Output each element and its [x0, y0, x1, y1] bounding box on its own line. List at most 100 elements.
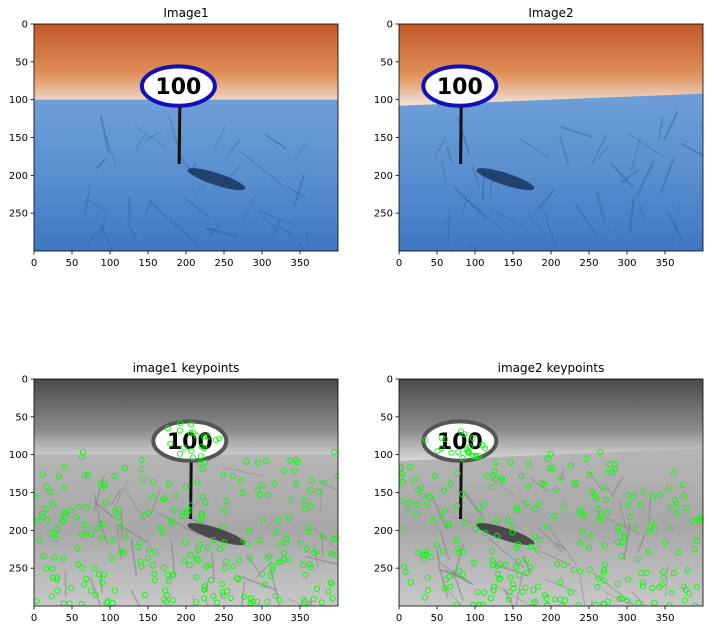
keypoint-marker [204, 433, 211, 440]
keypoint-marker [615, 528, 622, 535]
ground-streak [537, 526, 564, 553]
keypoint-marker [176, 450, 183, 457]
keypoint-marker [189, 454, 197, 461]
keypoint-marker [193, 599, 200, 606]
ground-streak [560, 126, 593, 138]
ground-streak [149, 200, 179, 230]
keypoint-marker [594, 583, 601, 591]
keypoint-marker [303, 545, 310, 553]
keypoint-marker [438, 434, 445, 441]
keypoint-marker [111, 508, 119, 515]
ground-streak [575, 204, 597, 235]
keypoint-marker [465, 449, 472, 456]
keypoint-marker [656, 491, 663, 498]
ground-streak [630, 137, 641, 171]
keypoint-marker [428, 554, 435, 561]
keypoint-marker [307, 564, 314, 571]
keypoint-marker [691, 546, 698, 553]
keypoint-marker [585, 544, 593, 551]
ground-streak [144, 131, 162, 141]
ground-streak [443, 568, 472, 585]
keypoint-marker [459, 454, 466, 461]
keypoint-marker [614, 580, 621, 587]
keypoint-marker [230, 472, 237, 479]
keypoint-marker [411, 476, 418, 483]
sign-text: 100 [167, 430, 213, 455]
keypoint-marker [186, 561, 193, 569]
ground-streak [168, 114, 180, 151]
keypoint-marker [476, 505, 483, 512]
y-tick-label: 150 [374, 133, 393, 144]
ground-streak [130, 589, 141, 606]
keypoint-marker [505, 516, 512, 524]
x-tick-label: 350 [655, 258, 674, 269]
ground-streak [471, 164, 481, 189]
keypoint-marker [423, 501, 430, 508]
keypoint-marker [306, 561, 313, 568]
keypoint-marker [187, 430, 194, 437]
ground-streak [144, 202, 152, 216]
keypoint-marker [693, 584, 700, 591]
keypoint-marker [445, 521, 453, 528]
speed-sign [421, 64, 499, 108]
keypoint-marker [97, 480, 104, 487]
keypoint-marker [94, 525, 101, 532]
keypoint-marker [587, 533, 594, 540]
keypoint-marker [165, 481, 173, 488]
keypoint-marker [640, 488, 647, 495]
keypoint-marker [634, 556, 641, 563]
keypoint-marker [68, 584, 75, 591]
keypoint-marker [581, 510, 588, 518]
keypoint-marker [60, 600, 67, 606]
keypoint-marker [220, 471, 227, 478]
keypoint-marker [311, 549, 318, 557]
keypoint-marker [183, 509, 190, 516]
ground-streak [170, 541, 176, 575]
keypoint-marker [448, 449, 455, 456]
keypoint-marker [507, 574, 514, 581]
ground-streak [157, 511, 200, 536]
y-tick-label: 50 [380, 57, 393, 68]
x-tick-label: 200 [176, 258, 195, 269]
keypoint-marker [179, 513, 186, 520]
keypoint-marker [602, 561, 609, 568]
keypoint-marker [264, 491, 271, 499]
keypoint-marker [187, 551, 194, 559]
keypoint-marker [423, 551, 430, 558]
keypoint-marker [494, 570, 501, 577]
keypoint-marker [223, 558, 230, 565]
keypoint-marker [281, 467, 288, 474]
ground-streak [204, 579, 210, 593]
ground-streak [86, 198, 106, 212]
keypoint-marker [188, 502, 195, 509]
y-tick-label: 0 [22, 20, 28, 31]
keypoint-marker [214, 599, 221, 606]
keypoint-marker [439, 548, 446, 555]
ground-streak [536, 189, 555, 210]
keypoint-marker [482, 529, 489, 537]
keypoint-marker [223, 498, 230, 505]
keypoint-marker [612, 466, 619, 473]
keypoint-marker [300, 562, 307, 569]
keypoint-marker [487, 595, 494, 602]
keypoint-marker [420, 492, 427, 499]
keypoint-marker [491, 468, 498, 475]
keypoint-marker [254, 598, 261, 605]
shadow-patch [187, 168, 246, 191]
keypoint-marker [510, 585, 517, 592]
keypoint-marker [237, 477, 244, 484]
ground-streak [89, 576, 102, 606]
keypoint-marker [100, 521, 107, 528]
keypoint-marker [462, 519, 469, 526]
ground-region [399, 93, 703, 251]
keypoint-marker [407, 463, 414, 470]
ground-streak [299, 243, 305, 251]
keypoint-marker [151, 548, 159, 555]
keypoint-marker [474, 589, 481, 596]
ground-streak [607, 487, 615, 500]
keypoint-marker [546, 465, 553, 472]
image-content: 100 [399, 24, 703, 251]
ground-streak [665, 563, 669, 597]
keypoint-marker [498, 475, 505, 482]
keypoint-marker [212, 436, 219, 443]
